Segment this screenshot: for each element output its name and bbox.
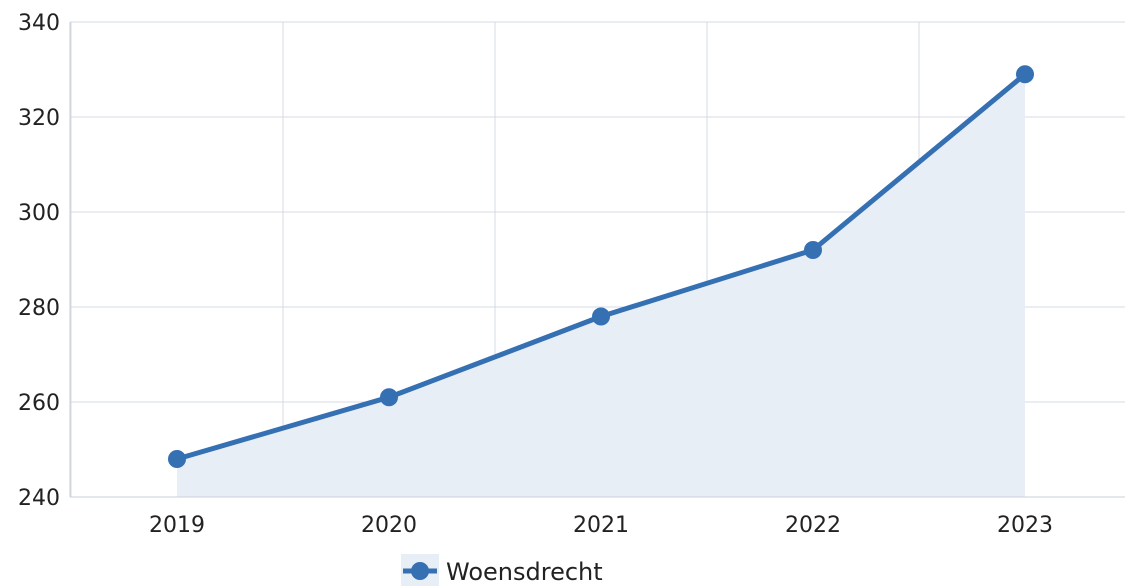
series-area-fill — [177, 74, 1025, 497]
data-point[interactable] — [1016, 65, 1034, 84]
y-axis-tick-labels: 240 260 280 300 320 340 — [18, 11, 60, 511]
x-axis-tick-label: 2020 — [361, 513, 417, 538]
data-point[interactable] — [592, 307, 610, 326]
y-axis-tick-label: 340 — [18, 11, 60, 36]
series-points — [168, 65, 1034, 468]
y-axis-tick-label: 280 — [18, 296, 60, 321]
x-axis-tick-label: 2019 — [149, 513, 205, 538]
data-point[interactable] — [168, 450, 186, 468]
data-point[interactable] — [804, 241, 822, 259]
legend-label: Woensdrecht — [446, 558, 603, 586]
y-axis-tick-label: 300 — [18, 201, 60, 226]
y-axis-tick-label: 320 — [18, 106, 60, 131]
axes — [69, 22, 1125, 498]
y-axis-tick-label: 240 — [18, 486, 60, 511]
x-axis-tick-label: 2022 — [785, 513, 841, 538]
grid — [70, 21, 1125, 498]
x-axis-tick-label: 2021 — [573, 513, 629, 538]
legend[interactable]: Woensdrecht — [401, 554, 603, 586]
x-axis-tick-labels: 2019 2020 2021 2022 2023 — [149, 513, 1053, 538]
y-axis-tick-label: 260 — [18, 391, 60, 416]
legend-swatch-marker — [411, 562, 429, 580]
data-point[interactable] — [380, 388, 398, 407]
x-axis-tick-label: 2023 — [997, 513, 1053, 538]
